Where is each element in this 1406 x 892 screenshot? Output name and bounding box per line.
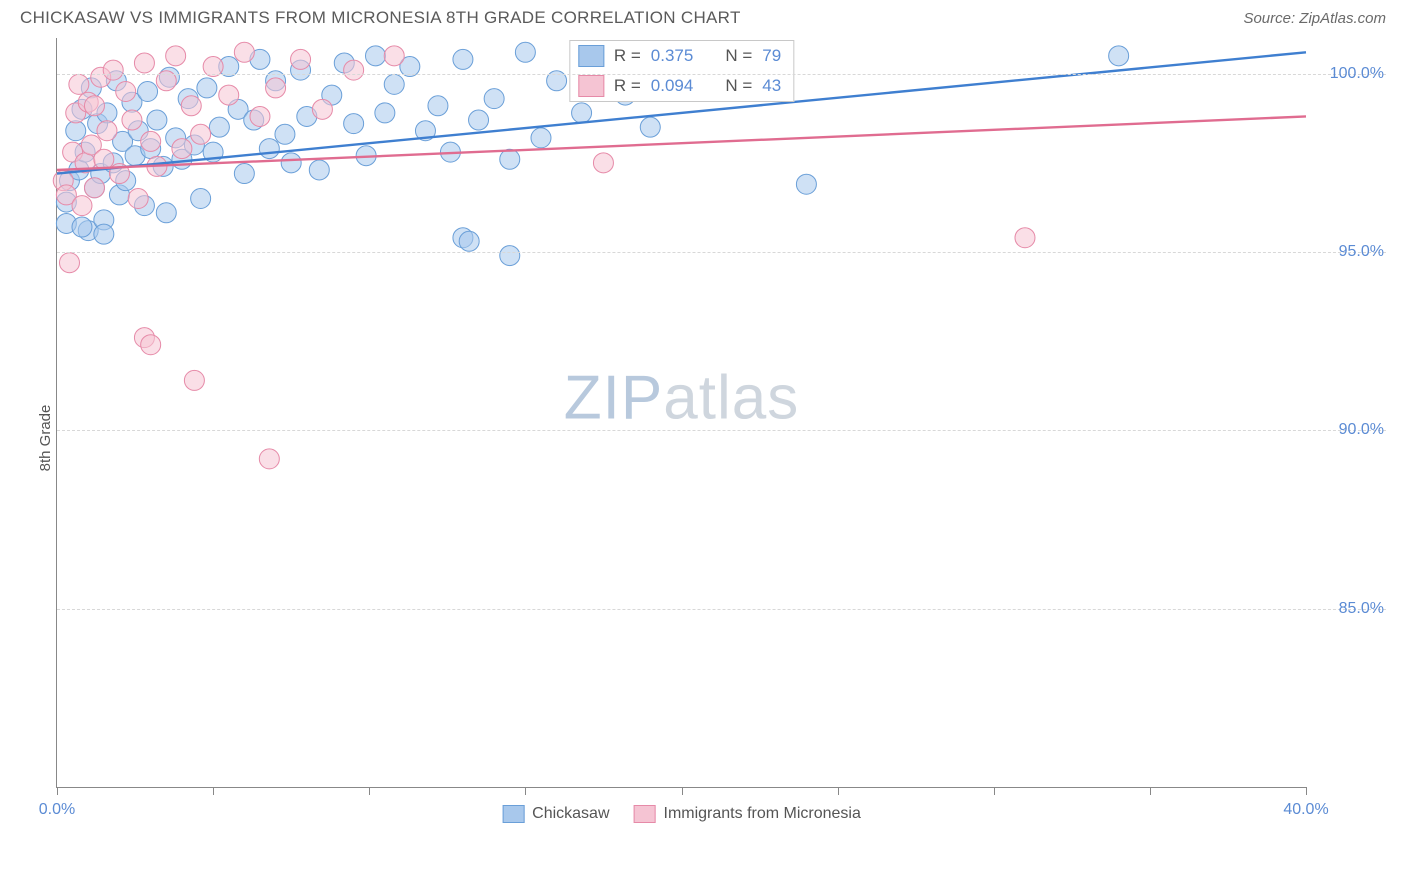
x-tick-label: 0.0% <box>39 801 75 819</box>
stats-row-1: R = 0.094 N = 43 <box>570 71 793 101</box>
y-tick-label: 95.0% <box>1312 243 1384 261</box>
plot-area: ZIPatlas R = 0.375 N = 79 R = 0.094 N = … <box>56 38 1306 788</box>
stats-swatch-1 <box>578 75 604 97</box>
stats-n-0: 79 <box>762 46 781 66</box>
stats-r-label-1: R = <box>614 76 641 96</box>
legend-swatch-0 <box>502 805 524 823</box>
y-tick-label: 100.0% <box>1312 65 1384 83</box>
legend-item-0: Chickasaw <box>502 805 609 823</box>
y-tick-label: 90.0% <box>1312 421 1384 439</box>
y-axis-label: 8th Grade <box>37 405 54 472</box>
stats-row-0: R = 0.375 N = 79 <box>570 41 793 71</box>
stats-n-1: 43 <box>762 76 781 96</box>
stats-box: R = 0.375 N = 79 R = 0.094 N = 43 <box>569 40 794 102</box>
chart-title: CHICKASAW VS IMMIGRANTS FROM MICRONESIA … <box>20 8 741 28</box>
chart-container: 8th Grade ZIPatlas R = 0.375 N = 79 R = … <box>56 38 1386 838</box>
stats-r-1: 0.094 <box>651 76 694 96</box>
legend: Chickasaw Immigrants from Micronesia <box>502 805 861 823</box>
stats-r-label: R = <box>614 46 641 66</box>
y-tick-label: 85.0% <box>1312 600 1384 618</box>
stats-n-label-1: N = <box>725 76 752 96</box>
legend-swatch-1 <box>633 805 655 823</box>
legend-label-0: Chickasaw <box>532 805 609 823</box>
x-tick-label: 40.0% <box>1283 801 1328 819</box>
plot-svg <box>57 38 1306 787</box>
stats-r-0: 0.375 <box>651 46 694 66</box>
stats-swatch-0 <box>578 45 604 67</box>
source-label: Source: ZipAtlas.com <box>1243 10 1386 27</box>
legend-item-1: Immigrants from Micronesia <box>633 805 860 823</box>
legend-label-1: Immigrants from Micronesia <box>663 805 860 823</box>
stats-n-label: N = <box>725 46 752 66</box>
